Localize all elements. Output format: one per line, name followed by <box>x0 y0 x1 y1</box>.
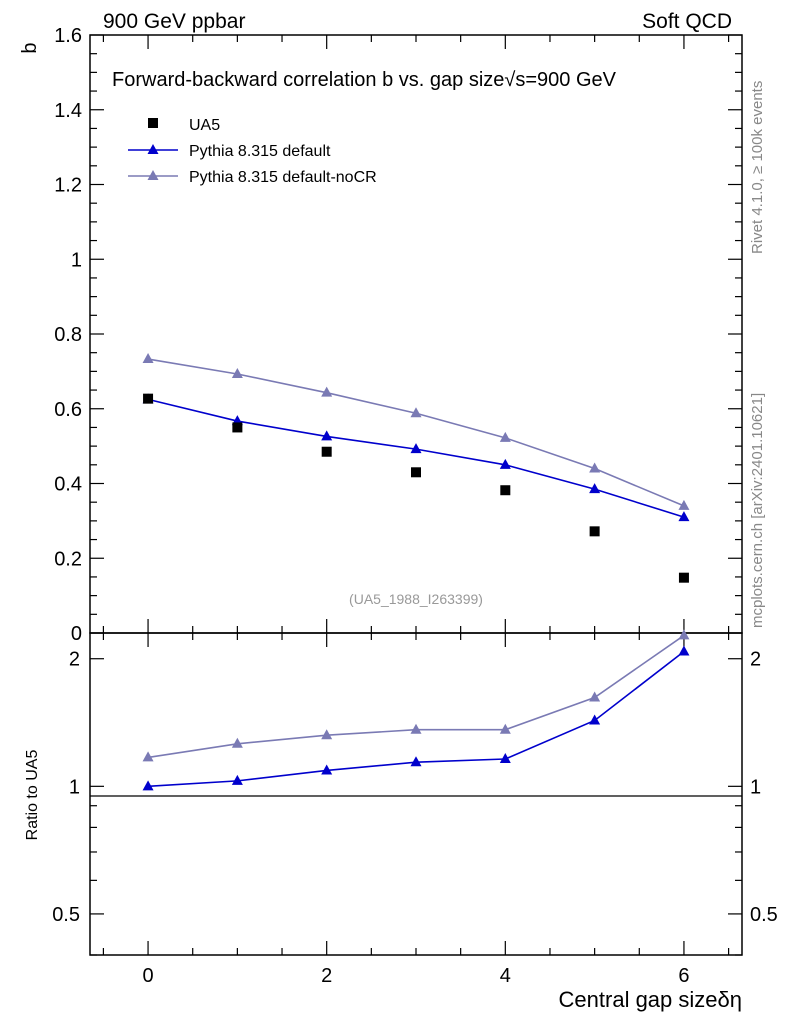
ratio-point-noCR <box>678 629 690 640</box>
header-right: Soft QCD <box>642 10 732 33</box>
y-tick-label: 0.8 <box>54 324 82 346</box>
series-line-noCR <box>147 358 685 507</box>
legend-label-ua5: UA5 <box>189 117 220 134</box>
legend: UA5 Pythia 8.315 default Pythia 8.315 de… <box>128 117 377 186</box>
point-noCR <box>321 386 333 397</box>
ratio-tick-label: 0.5 <box>52 904 80 926</box>
y-axis-label: b <box>19 42 41 53</box>
ratio-point-noCR <box>410 723 422 734</box>
y-tick-label: 1 <box>71 249 82 271</box>
legend-label-default: Pythia 8.315 default <box>189 143 331 160</box>
y-tick-label: 1.2 <box>54 175 82 197</box>
legend-marker-nocr <box>147 170 159 180</box>
chart-title: Forward-backward correlation b vs. gap s… <box>112 69 617 91</box>
ratio-tick-label-right: 2 <box>750 649 761 671</box>
ratio-axis-label: Ratio to UA5 <box>24 750 41 841</box>
legend-label-nocr: Pythia 8.315 default-noCR <box>189 169 377 186</box>
y-tick-label: 0.6 <box>54 399 82 421</box>
ratio-point-noCR <box>321 729 333 740</box>
ratio-point-default <box>231 774 243 785</box>
x-tick-label: 0 <box>142 965 153 987</box>
main-plot-frame <box>89 34 743 634</box>
point-data <box>143 393 154 404</box>
ratio-line-noCR <box>147 634 685 759</box>
chart-title-main: Forward-backward correlation b vs. gap s… <box>112 69 504 91</box>
point-default <box>678 511 690 522</box>
point-data <box>321 446 332 457</box>
ratio-point-default <box>589 714 601 725</box>
y-tick-label: 0.2 <box>54 548 82 570</box>
point-noCR <box>678 499 690 510</box>
point-data <box>411 467 421 478</box>
point-noCR <box>589 462 601 473</box>
y-tick-label: 0 <box>71 623 82 645</box>
legend-marker-default <box>147 144 159 154</box>
ratio-tick-label: 2 <box>69 649 80 671</box>
ratio-point-default <box>499 753 511 764</box>
ticks-layer: 0 2 4 6 0 0.2 0.4 0.6 0.8 1 1.2 1.4 1.6 0.5 0.5 1 1 2 2 <box>52 25 778 987</box>
chart-title-energy: √s=900 GeV <box>504 69 616 91</box>
point-noCR <box>499 431 511 442</box>
point-data <box>232 422 243 433</box>
point-data <box>589 526 600 537</box>
marks-layer <box>142 353 690 791</box>
analysis-reference: (UA5_1988_I263399) <box>349 591 483 607</box>
y-tick-label: 0.4 <box>54 474 82 496</box>
mcplots-label: mcplots.cern.ch [arXiv:2401.10621] <box>749 393 766 628</box>
point-default <box>321 430 333 441</box>
ratio-point-default <box>142 780 154 791</box>
ratio-tick-label-right: 0.5 <box>750 904 778 926</box>
ratio-tick-label-right: 1 <box>750 776 761 798</box>
point-default <box>410 443 422 454</box>
ratio-point-default <box>321 764 333 775</box>
point-noCR <box>410 407 422 418</box>
x-tick-label: 2 <box>321 965 332 987</box>
point-noCR <box>142 353 154 364</box>
ratio-point-noCR <box>589 691 601 702</box>
x-tick-label: 4 <box>500 965 511 987</box>
y-tick-label: 1.6 <box>54 25 82 47</box>
ratio-tick-label: 1 <box>69 776 80 798</box>
rivet-label: Rivet 4.1.0, ≥ 100k events <box>749 81 766 254</box>
header-left: 900 GeV ppbar <box>103 10 245 33</box>
point-data <box>678 572 689 583</box>
x-tick-label: 6 <box>678 965 689 987</box>
x-axis-label: Central gap sizeδη <box>559 987 742 1012</box>
point-data <box>500 485 511 496</box>
ratio-point-noCR <box>142 751 154 762</box>
point-noCR <box>231 367 243 378</box>
ratio-point-noCR <box>499 723 511 734</box>
ratio-point-noCR <box>231 737 243 748</box>
ratio-point-default <box>410 756 422 767</box>
point-default <box>589 483 601 494</box>
point-default <box>499 458 511 469</box>
legend-marker-ua5 <box>148 118 158 128</box>
y-tick-label: 1.4 <box>54 100 82 122</box>
ratio-point-default <box>678 645 690 656</box>
